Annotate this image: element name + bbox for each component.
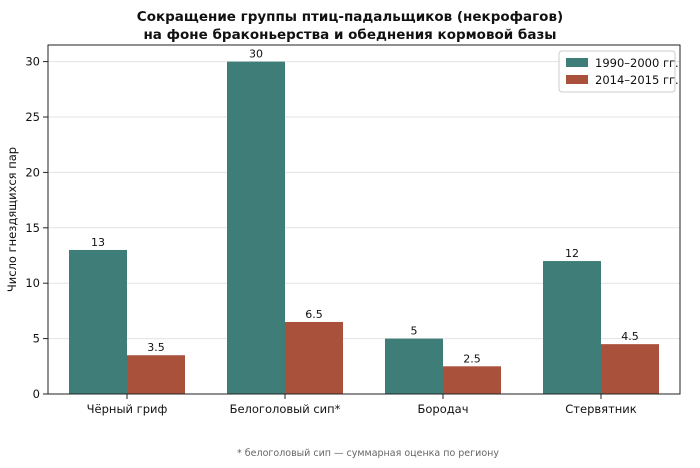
y-tick-label-15: 15 bbox=[25, 221, 40, 235]
data-label-бородач-series-2: 2.5 bbox=[463, 352, 481, 365]
chart-title-line-2: на фоне браконьерства и обеднения кормов… bbox=[143, 27, 556, 43]
data-label-бородач-series-1: 5 bbox=[411, 325, 418, 338]
y-axis-ticks: 0 5 10 15 20 25 30 bbox=[25, 55, 48, 401]
bar-белоголовый-сип-series-1 bbox=[227, 61, 285, 394]
y-tick-label-0: 0 bbox=[33, 387, 40, 401]
footnote: * белоголовый сип — суммарная оценка по … bbox=[237, 448, 499, 459]
legend-swatch-2014-2015 bbox=[566, 75, 588, 84]
bar-чёрный-гриф-series-1 bbox=[69, 249, 127, 394]
legend-label-1990-2000: 1990–2000 гг. bbox=[595, 56, 679, 70]
x-axis-ticks: Чёрный гриф Белоголовый сип* Бородач Стервя… bbox=[87, 394, 637, 416]
bar-белоголовый-сип-series-2 bbox=[285, 321, 343, 394]
x-tick-label-чёрный-гриф: Чёрный гриф bbox=[87, 402, 168, 416]
data-label-белоголовый-сип-series-2: 6.5 bbox=[305, 308, 323, 321]
data-labels: 13 3.5 30 6.5 5 2.5 12 4.5 bbox=[91, 48, 639, 366]
bar-чёрный-гриф-series-2 bbox=[127, 355, 185, 394]
bar-бородач-series-2 bbox=[443, 366, 501, 394]
y-tick-label-30: 30 bbox=[25, 55, 40, 69]
y-tick-label-20: 20 bbox=[25, 165, 40, 179]
gridlines bbox=[48, 61, 680, 395]
x-tick-label-бородач: Бородач bbox=[417, 402, 468, 416]
data-label-чёрный-гриф-series-1: 13 bbox=[91, 236, 105, 249]
x-tick-label-белоголовый-сип: Белоголовый сип* bbox=[230, 402, 341, 416]
bar-стервятник-series-1 bbox=[543, 261, 601, 394]
data-label-стервятник-series-1: 12 bbox=[565, 247, 579, 260]
data-label-белоголовый-сип-series-1: 30 bbox=[249, 48, 263, 61]
x-tick-label-стервятник: Стервятник bbox=[565, 402, 636, 416]
bar-стервятник-series-2 bbox=[601, 344, 659, 394]
legend-swatch-1990-2000 bbox=[566, 58, 588, 67]
data-label-чёрный-гриф-series-2: 3.5 bbox=[147, 341, 165, 354]
y-tick-label-25: 25 bbox=[25, 110, 40, 124]
bar-бородач-series-1 bbox=[385, 338, 443, 394]
legend: 1990–2000 гг. 2014–2015 гг. bbox=[558, 50, 679, 93]
y-tick-label-5: 5 bbox=[33, 332, 40, 346]
legend-label-2014-2015: 2014–2015 гг. bbox=[595, 73, 679, 87]
plot-frame bbox=[47, 44, 681, 395]
chart-title-line-1: Сокращение группы птиц-падальщиков (некр… bbox=[137, 9, 563, 25]
data-label-стервятник-series-2: 4.5 bbox=[621, 330, 639, 343]
bars bbox=[69, 61, 659, 394]
y-axis-label: Число гнездящихся пар bbox=[5, 147, 19, 292]
y-tick-label-10: 10 bbox=[25, 276, 40, 290]
